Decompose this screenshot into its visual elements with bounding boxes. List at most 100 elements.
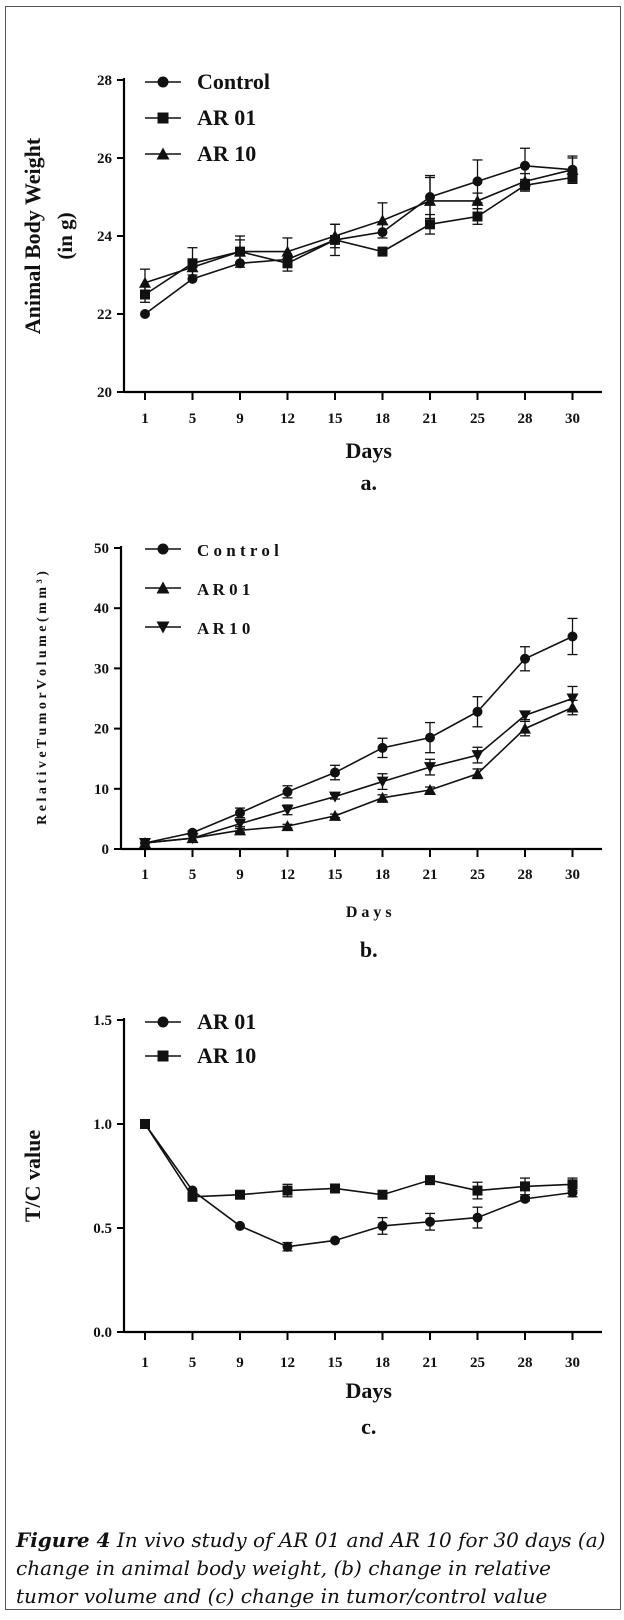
y-tick-label: 20 bbox=[97, 385, 112, 401]
triangle-marker bbox=[566, 163, 579, 175]
triangle-down-marker bbox=[519, 710, 531, 722]
circle-marker bbox=[157, 543, 169, 555]
x-tick-label: 1 bbox=[141, 411, 149, 427]
triangle-marker bbox=[376, 791, 389, 803]
y-tick-label: 10 bbox=[94, 782, 109, 798]
y-tick-label: 28 bbox=[97, 73, 112, 89]
triangle-marker bbox=[156, 581, 170, 594]
legend-label: AR 01 bbox=[197, 1009, 256, 1034]
x-tick-label: 12 bbox=[280, 411, 295, 427]
legend-label: AR 10 bbox=[197, 1043, 256, 1068]
x-tick-label: 30 bbox=[565, 411, 580, 427]
x-tick-label: 15 bbox=[328, 867, 343, 883]
y-tick-label: 24 bbox=[97, 229, 113, 245]
triangle-down-marker bbox=[139, 837, 151, 849]
y-tick-label: 30 bbox=[94, 661, 109, 677]
x-tick-label: 9 bbox=[236, 1355, 244, 1371]
circle-marker bbox=[472, 1212, 483, 1223]
circle-marker bbox=[425, 732, 435, 743]
chart-panel-3: 0.00.51.01.51 5 9 12 15 18 21 25 28 30T/C valueDa… bbox=[20, 1009, 602, 1439]
y-tick-label: 20 bbox=[94, 722, 109, 738]
triangle-down-marker bbox=[376, 776, 389, 788]
series-line bbox=[144, 176, 573, 296]
triangle-down-marker bbox=[156, 621, 170, 634]
series-line bbox=[144, 635, 573, 844]
triangle-down-marker bbox=[234, 818, 246, 830]
y-tick-label: 0.5 bbox=[93, 1221, 112, 1237]
triangle-marker bbox=[519, 722, 531, 734]
circle-marker bbox=[140, 309, 150, 319]
y-tick-label: 26 bbox=[97, 151, 113, 167]
legend-label: AR 01 bbox=[197, 105, 256, 130]
square-marker bbox=[187, 1191, 198, 1202]
circle-marker bbox=[377, 742, 388, 753]
square-marker bbox=[567, 1179, 578, 1190]
panel-label: c. bbox=[361, 1414, 376, 1439]
triangle-marker bbox=[234, 824, 246, 836]
circle-marker bbox=[520, 653, 530, 664]
y-axis-label: Animal Body Weight bbox=[20, 137, 45, 334]
series-3 bbox=[139, 157, 579, 298]
triangle-marker bbox=[234, 245, 246, 257]
square-marker bbox=[377, 246, 388, 257]
triangle-marker bbox=[519, 175, 531, 187]
series-3 bbox=[139, 685, 579, 849]
circle-marker bbox=[472, 706, 483, 717]
circle-marker bbox=[157, 1016, 169, 1028]
series-1 bbox=[140, 617, 578, 848]
y-tick-label: 0 bbox=[102, 842, 110, 858]
x-tick-label: 28 bbox=[518, 867, 533, 883]
circle-marker bbox=[567, 631, 578, 642]
x-tick-label: 5 bbox=[189, 867, 197, 883]
square-marker bbox=[157, 112, 169, 124]
triangle-down-marker bbox=[566, 693, 579, 705]
x-tick-label: 5 bbox=[189, 411, 197, 427]
y-axis-label: T/C value bbox=[20, 1130, 45, 1223]
series-line bbox=[144, 1123, 573, 1248]
triangle-marker bbox=[471, 767, 484, 779]
square-marker bbox=[425, 1175, 435, 1186]
x-tick-label: 5 bbox=[189, 1355, 197, 1371]
triangle-marker bbox=[281, 245, 294, 257]
x-tick-label: 18 bbox=[375, 411, 390, 427]
triangle-marker bbox=[424, 784, 436, 796]
square-marker bbox=[330, 1183, 340, 1194]
x-tick-label: 9 bbox=[236, 411, 244, 427]
circle-marker bbox=[425, 1216, 435, 1227]
x-tick-label: 25 bbox=[470, 411, 485, 427]
y-tick-label: 22 bbox=[97, 307, 112, 323]
x-tick-label: 25 bbox=[470, 867, 485, 883]
x-tick-label: 21 bbox=[423, 867, 438, 883]
x-tick-label: 15 bbox=[328, 411, 343, 427]
triangle-marker bbox=[156, 147, 170, 160]
circle-marker bbox=[282, 1241, 293, 1252]
x-axis-label: Days bbox=[346, 1378, 393, 1403]
y-tick-label: 1.5 bbox=[93, 1013, 112, 1029]
x-tick-label: 1 bbox=[141, 867, 149, 883]
circle-marker bbox=[377, 1220, 388, 1231]
x-tick-label: 12 bbox=[280, 867, 295, 883]
series-1 bbox=[140, 147, 578, 319]
x-tick-label: 28 bbox=[518, 411, 533, 427]
y-tick-label: 50 bbox=[94, 541, 109, 557]
figure-caption: Figure 4 In vivo study of AR 01 and AR 1… bbox=[16, 1526, 616, 1610]
circle-marker bbox=[520, 160, 530, 171]
x-tick-label: 21 bbox=[423, 1355, 438, 1371]
y-tick-label: 0.0 bbox=[93, 1325, 112, 1341]
square-marker bbox=[377, 1189, 388, 1200]
triangle-down-marker bbox=[471, 750, 484, 762]
y-axis-label: R e l a t i v e T u m o r V o l u m e ( … bbox=[35, 571, 50, 825]
triangle-marker bbox=[186, 261, 199, 273]
circle-marker bbox=[282, 786, 293, 797]
series-line bbox=[144, 164, 573, 315]
y-axis-label: (in g) bbox=[53, 212, 77, 259]
triangle-down-marker bbox=[424, 762, 436, 774]
triangle-marker bbox=[329, 230, 341, 241]
legend-label: Control bbox=[197, 69, 270, 94]
x-tick-label: 9 bbox=[236, 867, 244, 883]
series-1 bbox=[140, 1119, 578, 1252]
triangle-down-marker bbox=[186, 833, 199, 845]
panel-label: a. bbox=[361, 470, 378, 495]
